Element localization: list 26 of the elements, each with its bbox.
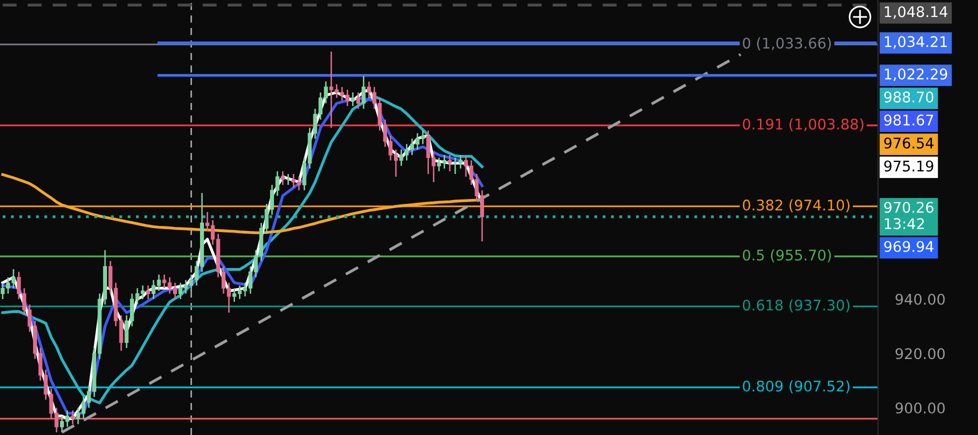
ref-line-label: 0.618 (937.30): [742, 299, 850, 312]
ref-line-label: 0.809 (907.52): [742, 380, 850, 394]
ref-line-label: 0.382 (974.10): [742, 199, 850, 212]
ref-line-label: 0 (1,033.66): [742, 37, 831, 50]
candlestick: [356, 92, 360, 110]
text: 975.19: [884, 160, 934, 172]
candlestick: [362, 75, 366, 110]
data-label: 1,048.14: [884, 6, 948, 19]
y-tick-label: 940.00: [896, 294, 945, 305]
text: 981.67: [884, 114, 934, 126]
data-label: 970.26 13:42: [884, 202, 934, 230]
ref-line-label: 0.5 (955.70): [742, 249, 831, 262]
y-tick-label: 920.00: [896, 348, 945, 360]
y-tick-label: 900.00: [896, 402, 945, 414]
text: 988.70: [884, 92, 934, 103]
candlestick: [286, 173, 290, 186]
text: 976.54: [884, 138, 934, 149]
candlestick: [448, 154, 452, 172]
candlestick: [146, 284, 150, 300]
text: 969.94: [884, 240, 934, 252]
data-label: 1,022.29: [884, 68, 948, 82]
candlestick: [70, 410, 75, 425]
data-label: 1,034.21: [884, 36, 947, 49]
candlestick: [350, 92, 355, 107]
ref-line-label: 0.191 (1,003.88): [742, 118, 864, 132]
candlestick: [280, 170, 285, 186]
